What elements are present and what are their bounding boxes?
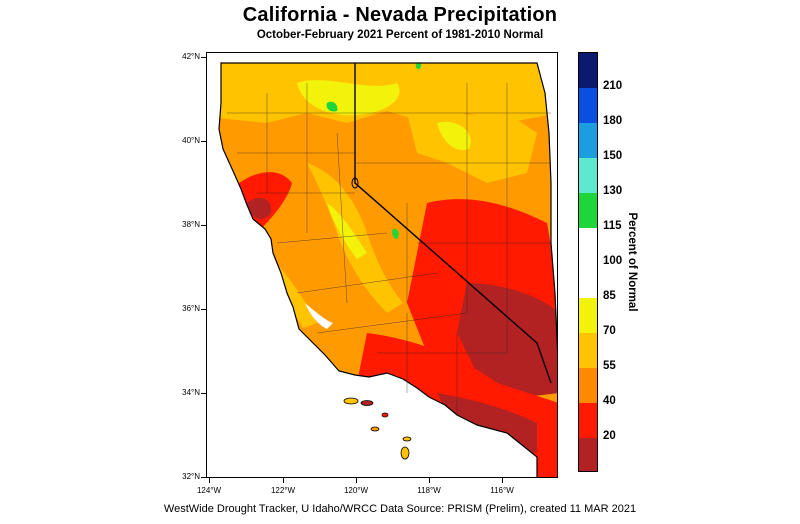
legend-label-20: 20 <box>603 430 616 442</box>
legend-label-150: 150 <box>603 150 623 162</box>
legend-swatch <box>579 403 597 438</box>
legend-label-85: 85 <box>603 290 616 302</box>
lon-tick <box>356 478 357 483</box>
lon-label-122: 122°W <box>270 486 296 495</box>
legend-swatch <box>579 228 597 263</box>
legend-swatch <box>579 368 597 403</box>
legend-label-210: 210 <box>603 80 623 92</box>
lon-tick <box>283 478 284 483</box>
footer-credit: WestWide Drought Tracker, U Idaho/WRCC D… <box>163 503 637 515</box>
legend-label-70: 70 <box>603 325 616 337</box>
lat-label-42: 42°N <box>182 52 200 61</box>
legend-swatch <box>579 158 597 193</box>
lat-label-36: 36°N <box>182 304 200 313</box>
legend-label-55: 55 <box>603 360 616 372</box>
lat-label-34: 34°N <box>182 388 200 397</box>
legend-swatch <box>579 438 597 471</box>
lat-tick <box>201 309 206 310</box>
lat-tick <box>201 393 206 394</box>
lon-label-120: 120°W <box>343 486 369 495</box>
lat-label-38: 38°N <box>182 220 200 229</box>
lat-label-32: 32°N <box>182 472 200 481</box>
legend-colorbar <box>578 52 598 472</box>
lat-tick <box>201 141 206 142</box>
legend-swatch <box>579 333 597 368</box>
map-subtitle: October-February 2021 Percent of 1981-20… <box>256 29 544 41</box>
legend-swatch <box>579 123 597 158</box>
lat-label-40: 40°N <box>182 136 200 145</box>
legend-swatch <box>579 263 597 298</box>
legend-swatch <box>579 88 597 123</box>
lon-tick <box>502 478 503 483</box>
lon-label-124: 124°W <box>196 486 222 495</box>
precipitation-map <box>206 52 558 478</box>
legend-label-130: 130 <box>603 185 623 197</box>
legend-swatch <box>579 53 597 88</box>
legend-label-40: 40 <box>603 395 616 407</box>
map-graphic <box>218 62 557 477</box>
legend-swatch <box>579 298 597 333</box>
lat-tick <box>201 57 206 58</box>
legend-label-115: 115 <box>603 220 622 232</box>
lon-label-116: 116°W <box>490 486 514 495</box>
legend-label-100: 100 <box>603 255 623 267</box>
lat-tick <box>201 225 206 226</box>
legend-title: Percent of Normal <box>626 212 638 312</box>
legend-label-180: 180 <box>603 115 623 127</box>
lat-tick <box>201 477 206 478</box>
legend-swatch <box>579 193 597 228</box>
lon-tick <box>429 478 430 483</box>
map-title: California - Nevada Precipitation <box>242 4 558 26</box>
channel-islands <box>343 397 412 460</box>
lon-tick <box>209 478 210 483</box>
lon-label-118: 118°W <box>417 486 441 495</box>
